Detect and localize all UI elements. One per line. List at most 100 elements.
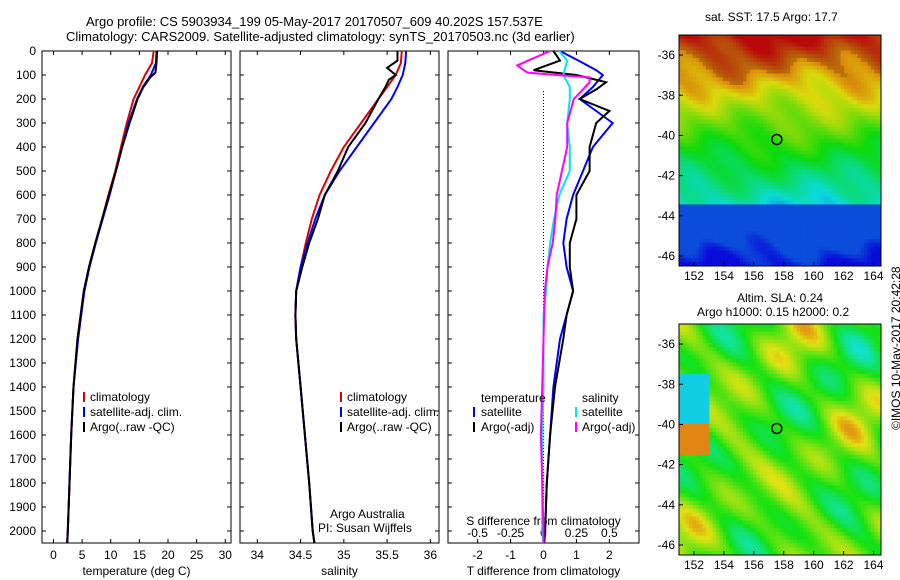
heatmap-cell <box>689 73 693 78</box>
heatmap-cell <box>817 254 821 259</box>
heatmap-cell <box>726 138 730 144</box>
heatmap-cell <box>864 162 868 167</box>
heatmap-cell <box>759 389 764 394</box>
heatmap-cell <box>753 358 757 363</box>
heatmap-cell <box>709 362 714 367</box>
heatmap-cell <box>874 242 879 248</box>
heatmap-cell <box>854 347 858 352</box>
heatmap-cell <box>773 100 778 105</box>
heatmap-cell <box>699 38 703 44</box>
heatmap-cell <box>823 389 828 394</box>
heatmap-cell <box>827 258 831 263</box>
heatmap-cell <box>780 381 784 386</box>
heatmap-cell <box>860 142 865 148</box>
x-tick-label: 162 <box>834 269 854 283</box>
heatmap-cell <box>685 96 690 101</box>
heatmap-cell <box>763 377 767 383</box>
heatmap-cell <box>736 123 740 128</box>
heatmap-cell <box>689 112 693 117</box>
heatmap-cell <box>843 77 848 82</box>
heatmap-cell <box>732 177 737 182</box>
heatmap-cell <box>776 219 781 225</box>
heatmap-cell <box>786 135 791 140</box>
heatmap-cell <box>857 204 862 209</box>
heatmap-cell <box>766 165 771 171</box>
heatmap-cell <box>756 231 761 236</box>
heatmap-cell <box>817 35 821 40</box>
heatmap-cell <box>766 42 771 47</box>
heatmap-cell <box>699 169 703 174</box>
heatmap-cell <box>716 169 720 174</box>
heatmap-cell <box>810 131 815 136</box>
heatmap-cell <box>820 181 825 186</box>
heatmap-cell <box>759 235 764 240</box>
heatmap-cell <box>732 100 737 105</box>
heatmap-cell <box>682 219 687 225</box>
heatmap-cell <box>790 331 794 336</box>
heatmap-cell <box>837 100 841 105</box>
heatmap-cell <box>753 242 757 248</box>
heatmap-cell <box>699 242 703 248</box>
heatmap-cell <box>692 112 697 117</box>
heatmap-cell <box>702 185 707 190</box>
heatmap-cell <box>709 358 714 363</box>
heatmap-cell <box>840 192 845 198</box>
heatmap-cell <box>877 327 882 333</box>
heatmap-cell <box>736 85 740 90</box>
heatmap-cell <box>806 58 811 63</box>
heatmap-cell <box>830 212 835 217</box>
heatmap-cell <box>709 146 714 151</box>
heatmap-cell <box>843 381 848 386</box>
heatmap-cell <box>833 370 838 375</box>
heatmap-cell <box>877 146 882 151</box>
heatmap-cell <box>783 138 788 144</box>
heatmap-cell <box>763 200 767 205</box>
heatmap-cell <box>827 138 831 144</box>
heatmap-cell <box>803 354 808 360</box>
heatmap-cell <box>843 335 848 340</box>
heatmap-cell <box>817 208 821 213</box>
heatmap-cell <box>746 181 751 186</box>
heatmap-cell <box>806 173 811 178</box>
heatmap-cell <box>753 235 757 240</box>
heatmap-cell <box>689 374 693 379</box>
heatmap-cell <box>827 77 831 82</box>
heatmap-cell <box>766 212 771 217</box>
heatmap-cell <box>790 112 794 117</box>
heatmap-cell <box>726 219 730 225</box>
heatmap-cell <box>854 235 858 240</box>
heatmap-cell <box>786 85 791 90</box>
heatmap-cell <box>736 350 740 356</box>
heatmap-cell <box>874 215 879 221</box>
heatmap-cell <box>817 158 821 163</box>
heatmap-cell <box>759 324 764 329</box>
heatmap-cell <box>716 208 720 213</box>
heatmap-cell <box>874 331 879 336</box>
heatmap-cell <box>746 38 751 44</box>
heatmap-cell <box>759 131 764 136</box>
heatmap-cell <box>813 115 818 121</box>
heatmap-cell <box>864 96 868 101</box>
heatmap-cell <box>699 343 703 348</box>
heatmap-cell <box>766 92 771 97</box>
heatmap-cell <box>854 343 858 348</box>
heatmap-cell <box>780 58 784 63</box>
heatmap-cell <box>800 354 804 360</box>
heatmap-cell <box>769 370 774 375</box>
heatmap-cell <box>803 235 808 240</box>
heatmap-cell <box>719 215 724 221</box>
heatmap-cell <box>877 115 882 121</box>
heatmap-cell <box>702 215 707 221</box>
heatmap-cell <box>685 58 690 63</box>
heatmap-cell <box>800 181 804 186</box>
heatmap-cell <box>874 150 879 155</box>
heatmap-cell <box>726 347 730 352</box>
heatmap-cell <box>857 335 862 340</box>
heatmap-cell <box>773 177 778 182</box>
heatmap-cell <box>790 385 794 390</box>
heatmap-cell <box>689 158 693 163</box>
heatmap-cell <box>837 358 841 363</box>
heatmap-cell <box>742 142 747 148</box>
heatmap-cell <box>773 77 778 82</box>
heatmap-cell <box>692 242 697 248</box>
